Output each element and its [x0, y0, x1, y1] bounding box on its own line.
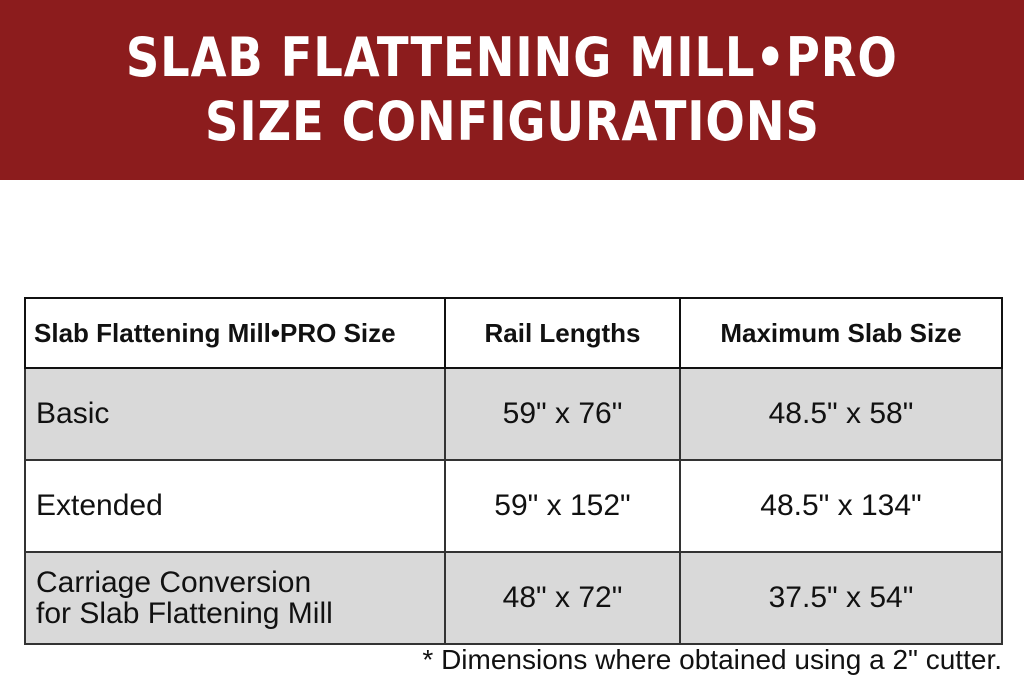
size-configurations-table: Slab Flattening Mill•PRO Size Rail Lengt…	[24, 297, 1003, 645]
cell-size: Extended	[24, 459, 446, 553]
cell-size: Carriage Conversion for Slab Flattening …	[24, 551, 446, 645]
cell-size-line-2: for Slab Flattening Mill	[36, 597, 333, 630]
page-title-line-2: SIZE CONFIGURATIONS	[204, 90, 820, 153]
title-banner: SLAB FLATTENING MILL•PRO SIZE CONFIGURAT…	[0, 0, 1024, 180]
table-row: Extended 59" x 152" 48.5" x 134"	[24, 459, 1003, 553]
page-title-line-1: SLAB FLATTENING MILL•PRO	[126, 26, 898, 89]
column-header-rail-lengths: Rail Lengths	[444, 297, 681, 369]
cell-maximum-slab-size: 37.5" x 54"	[679, 551, 1003, 645]
cell-rail-lengths: 59" x 76"	[444, 367, 681, 461]
table-row: Carriage Conversion for Slab Flattening …	[24, 551, 1003, 645]
cell-size: Basic	[24, 367, 446, 461]
cell-rail-lengths: 59" x 152"	[444, 459, 681, 553]
table-header-row: Slab Flattening Mill•PRO Size Rail Lengt…	[24, 297, 1003, 369]
table-row: Basic 59" x 76" 48.5" x 58"	[24, 367, 1003, 461]
column-header-maximum-slab-size: Maximum Slab Size	[679, 297, 1003, 369]
cell-maximum-slab-size: 48.5" x 134"	[679, 459, 1003, 553]
column-header-size: Slab Flattening Mill•PRO Size	[24, 297, 446, 369]
footnote: * Dimensions where obtained using a 2" c…	[422, 644, 1002, 675]
cell-rail-lengths: 48" x 72"	[444, 551, 681, 645]
cell-size-line-1: Carriage Conversion	[36, 566, 312, 599]
cell-maximum-slab-size: 48.5" x 58"	[679, 367, 1003, 461]
